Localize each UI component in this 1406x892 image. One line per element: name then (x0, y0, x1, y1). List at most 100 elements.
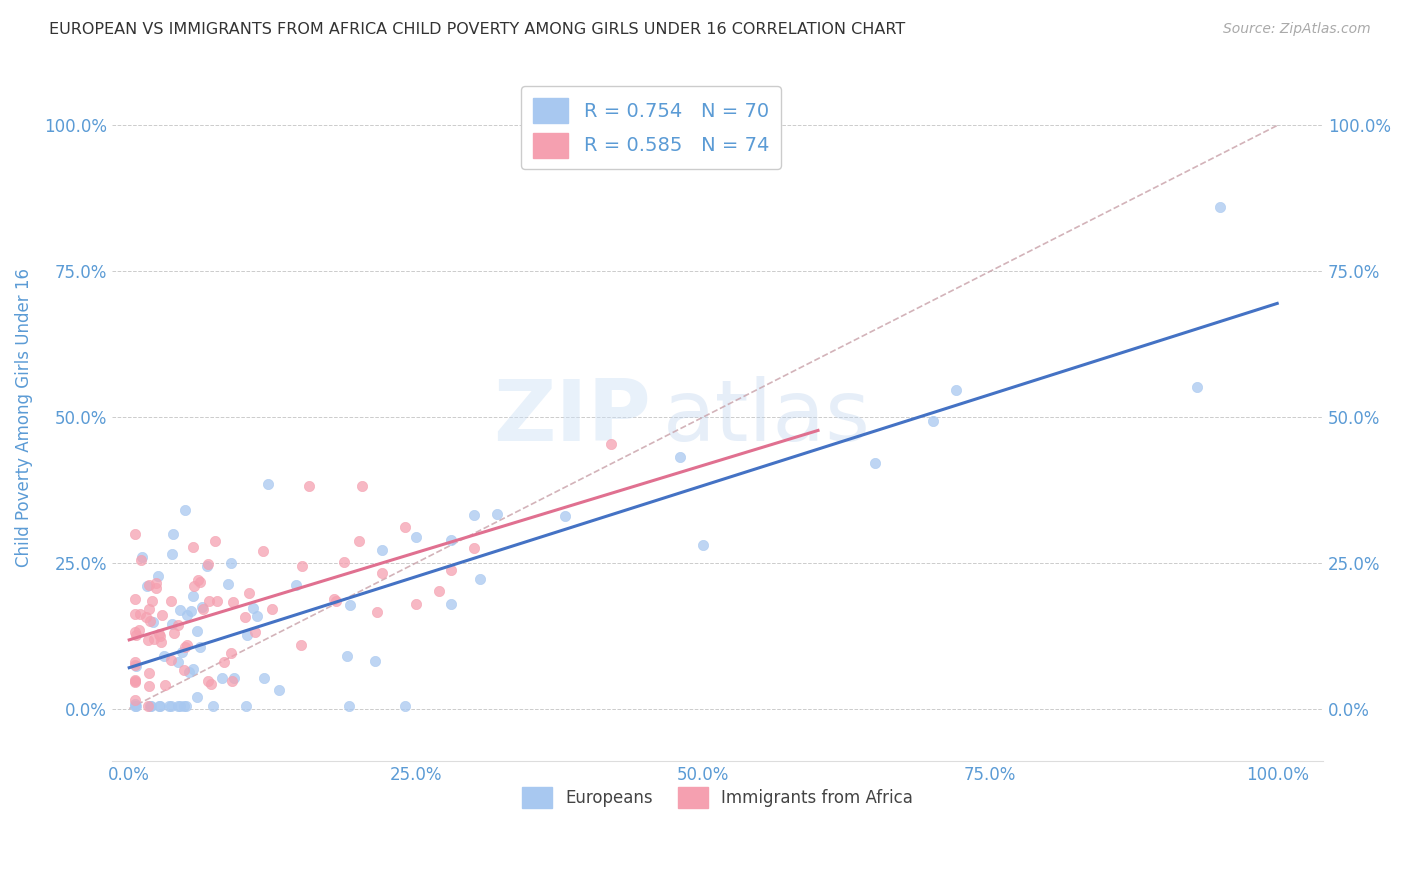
Point (169, 603, 191, 617)
Y-axis label: Child Poverty Among Girls Under 16: Child Poverty Among Girls Under 16 (15, 268, 32, 566)
Point (217, 577, 239, 591)
Point (211, 672, 233, 686)
Text: atlas: atlas (664, 376, 872, 458)
Point (371, 543, 394, 558)
Point (252, 543, 274, 558)
Point (188, 640, 211, 655)
Point (219, 646, 242, 660)
Point (440, 533, 463, 548)
Point (245, 624, 267, 639)
Point (212, 656, 235, 670)
Point (136, 698, 159, 713)
Point (468, 572, 491, 586)
Point (297, 479, 319, 493)
Point (124, 527, 146, 541)
Point (128, 623, 150, 637)
Point (222, 594, 245, 608)
Point (200, 677, 222, 691)
Point (167, 618, 190, 632)
Point (600, 436, 623, 450)
Point (198, 594, 221, 608)
Point (173, 503, 195, 517)
Point (124, 697, 146, 711)
Point (124, 591, 146, 606)
Point (145, 575, 167, 590)
Point (865, 456, 887, 470)
Point (291, 559, 314, 574)
Point (221, 673, 243, 688)
Point (125, 698, 148, 713)
Point (427, 583, 450, 598)
Point (169, 698, 191, 713)
Point (174, 640, 197, 655)
Point (138, 601, 160, 615)
Point (181, 590, 204, 604)
Point (336, 649, 359, 664)
Point (191, 602, 214, 616)
Point (238, 586, 260, 600)
Point (186, 690, 208, 704)
Point (187, 574, 209, 588)
Point (142, 615, 165, 629)
Point (945, 384, 967, 398)
Point (371, 566, 394, 580)
Point (222, 671, 245, 685)
Point (160, 698, 183, 713)
Point (202, 698, 225, 713)
Point (323, 592, 346, 607)
Point (153, 649, 176, 664)
Point (339, 698, 361, 713)
Point (197, 674, 219, 689)
Point (285, 578, 308, 592)
Point (138, 614, 160, 628)
Point (124, 607, 146, 622)
Point (124, 698, 146, 713)
Legend: Europeans, Immigrants from Africa: Europeans, Immigrants from Africa (516, 780, 920, 814)
Point (138, 679, 160, 693)
Point (1209, 200, 1232, 214)
Point (129, 607, 152, 621)
Point (145, 581, 167, 595)
Point (257, 476, 280, 491)
Point (181, 662, 204, 676)
Point (124, 673, 146, 688)
Point (125, 658, 148, 673)
Point (186, 624, 208, 639)
Point (135, 609, 157, 624)
Point (325, 594, 347, 608)
Text: EUROPEAN VS IMMIGRANTS FROM AFRICA CHILD POVERTY AMONG GIRLS UNDER 16 CORRELATIO: EUROPEAN VS IMMIGRANTS FROM AFRICA CHILD… (49, 22, 905, 37)
Point (463, 508, 485, 522)
Point (148, 626, 170, 640)
Point (141, 698, 163, 713)
Point (149, 698, 172, 713)
Point (260, 602, 283, 616)
Point (124, 675, 146, 690)
Point (153, 678, 176, 692)
Point (142, 632, 165, 647)
Point (233, 609, 256, 624)
Point (1185, 380, 1208, 394)
Point (669, 450, 692, 464)
Point (139, 698, 162, 713)
Point (150, 635, 173, 649)
Point (149, 629, 172, 643)
Point (180, 604, 202, 618)
Point (350, 478, 373, 492)
Point (236, 628, 259, 642)
Point (405, 598, 427, 612)
Point (463, 541, 485, 556)
Point (235, 698, 257, 713)
Point (219, 556, 242, 570)
Point (124, 658, 146, 673)
Point (174, 698, 197, 713)
Point (172, 645, 194, 659)
Point (440, 597, 463, 611)
Point (162, 527, 184, 541)
Point (159, 653, 181, 667)
Point (394, 520, 416, 534)
Point (188, 574, 211, 589)
Point (347, 534, 370, 549)
Point (554, 508, 576, 523)
Point (246, 609, 269, 624)
Point (692, 538, 714, 552)
